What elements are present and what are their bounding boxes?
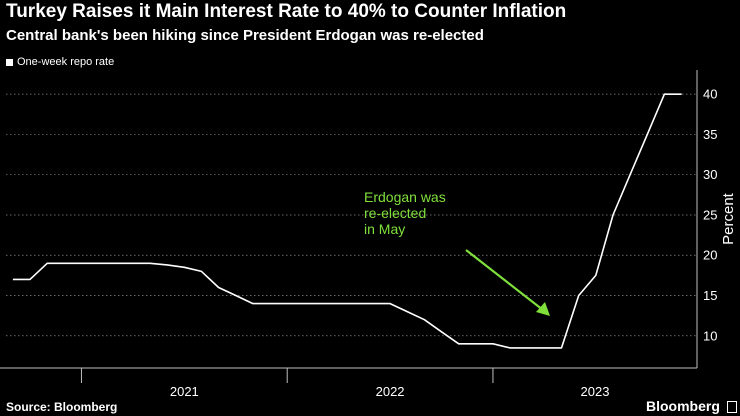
chart-title: Turkey Raises it Main Interest Rate to 4… [6, 1, 567, 22]
legend: One-week repo rate [6, 55, 114, 69]
y-tick-label: 30 [703, 167, 717, 182]
y-axis-title: Percent [720, 192, 737, 245]
y-tick-label: 10 [703, 328, 717, 343]
bloomberg-logo-mark [726, 401, 737, 413]
annotation-text: re-elected [364, 205, 426, 221]
annotation-text: Erdogan was [364, 189, 446, 205]
y-tick-label: 40 [703, 87, 717, 102]
x-tick-label: 2022 [376, 384, 405, 399]
x-tick-label: 2023 [581, 384, 610, 399]
chart-subtitle: Central bank's been hiking since Preside… [6, 27, 484, 44]
x-tick-label: 2021 [170, 384, 199, 399]
y-tick-label: 35 [703, 127, 717, 142]
y-tick-label: 20 [703, 248, 717, 263]
legend-swatch [6, 58, 13, 66]
legend-label: One-week repo rate [17, 56, 115, 68]
y-tick-label: 25 [703, 207, 717, 222]
annotation-arrowhead [536, 302, 550, 316]
y-tick-label: 15 [703, 288, 717, 303]
source-note: Source: Bloomberg [6, 400, 118, 414]
annotation-text: in May [364, 221, 405, 237]
bloomberg-logo-text: Bloomberg [646, 398, 720, 414]
annotation-arrow-line [465, 249, 544, 311]
series-line-repo-rate [12, 93, 682, 349]
bloomberg-logo: Bloomberg [646, 398, 737, 414]
